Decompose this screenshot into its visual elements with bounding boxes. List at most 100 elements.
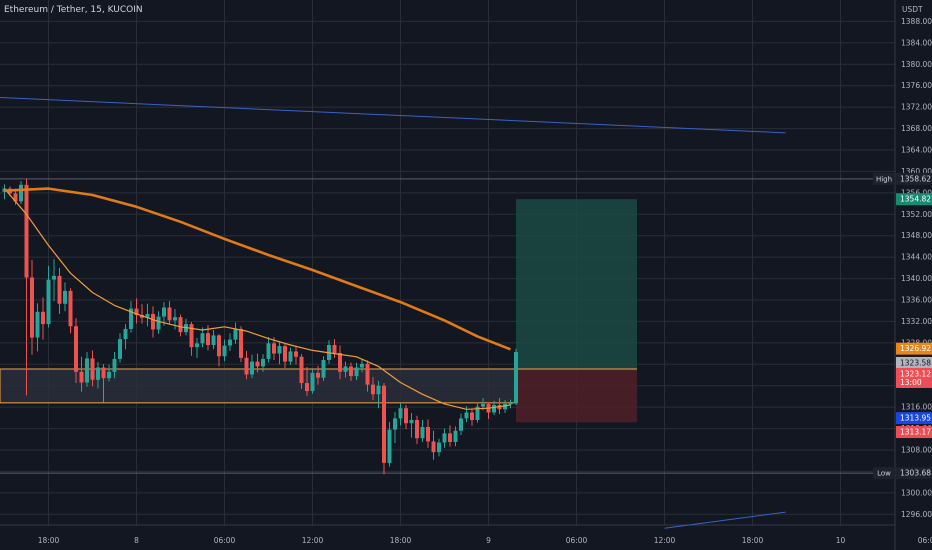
level-tag-label-bg (873, 467, 895, 480)
y-tick-label: 1364.00 (901, 146, 932, 155)
candle-body (283, 346, 287, 362)
candle-body (453, 430, 458, 442)
level-tag-price: 1358.62 (900, 174, 931, 183)
candle-body (387, 429, 392, 463)
candle-body (228, 339, 232, 346)
candle-body (178, 317, 183, 333)
candle-body (508, 403, 513, 405)
y-tick-label: 1384.00 (901, 38, 932, 47)
x-tick-label: 9 (486, 536, 491, 545)
candle-body (233, 328, 238, 340)
y-tick-label: 1380.00 (901, 60, 932, 69)
candle-body (338, 353, 342, 372)
price-tag-bg (896, 426, 932, 439)
candle-body (244, 357, 249, 375)
candle-body (129, 308, 133, 329)
candle-body (68, 290, 73, 327)
candle-body (41, 311, 45, 325)
candle-body (206, 333, 210, 345)
candle-body (24, 184, 29, 278)
candle-body (272, 343, 276, 354)
y-tick-label: 1316.00 (901, 403, 932, 412)
price-tag-bg (896, 367, 932, 388)
candle-body (211, 335, 216, 345)
price-tag-countdown: 13:00 (900, 378, 922, 387)
level-tag-price-bg (896, 467, 932, 480)
ema-short-line (4, 188, 511, 410)
candle-body (145, 313, 150, 318)
candle-body (514, 351, 518, 404)
x-tick-label: 18:00 (390, 536, 412, 545)
candle-body (96, 367, 100, 380)
level-tag-price: 1303.68 (900, 469, 931, 478)
candle-body (79, 371, 84, 383)
x-tick-label: 06:00 (566, 536, 588, 545)
y-tick-label: 1308.00 (901, 446, 932, 455)
candle-body (200, 333, 205, 344)
y-tick-label: 1336.00 (901, 296, 932, 305)
x-tick-label: 18:00 (38, 536, 60, 545)
candle-body (442, 433, 447, 443)
ema-long-line (4, 187, 511, 351)
y-tick-label: 1368.00 (901, 124, 932, 133)
candle-body (63, 290, 67, 304)
candle-body (459, 418, 463, 431)
trendline (664, 511, 786, 529)
y-tick-label: 1388.00 (901, 17, 932, 26)
candle-body (46, 279, 51, 325)
x-tick-label: 8 (134, 536, 139, 545)
candle-body (371, 384, 375, 395)
symbol-title: Ethereum / Tether, 15, KUCOIN (4, 5, 143, 15)
candle-body (107, 371, 111, 379)
candle-body (316, 372, 320, 378)
candle-body (310, 372, 315, 392)
candle-body (277, 346, 282, 354)
y-tick-label: 1360.00 (901, 167, 932, 176)
candle-body (470, 412, 474, 420)
candle-body (19, 184, 23, 202)
profit-target-zone (516, 199, 637, 369)
y-tick-label: 1344.00 (901, 253, 932, 262)
candle-body (415, 420, 419, 439)
level-tag-price-bg (896, 172, 932, 185)
candle-body (288, 351, 293, 362)
x-tick-label: 12:00 (302, 536, 324, 545)
x-tick-label: 06:00 (918, 536, 932, 545)
price-tag-value: 1323.12 (900, 369, 931, 378)
x-tick-label: 10 (836, 536, 846, 545)
candle-body (420, 426, 425, 439)
candle-body (195, 343, 199, 348)
candle-body (255, 361, 260, 367)
support-zone (0, 368, 517, 404)
price-tag-value: 1354.82 (900, 195, 931, 204)
candle-body (101, 367, 106, 379)
x-tick-label: 06:00 (214, 536, 236, 545)
candle-body (343, 366, 348, 372)
candle-body (85, 358, 89, 383)
candle-body (222, 345, 227, 357)
trendline (0, 97, 786, 134)
y-tick-label: 1372.00 (901, 103, 932, 112)
candle-body (217, 335, 221, 357)
price-tag-bg (896, 342, 932, 355)
candle-body (398, 408, 403, 419)
candle-body (294, 351, 298, 357)
price-tag-value: 1323.58 (900, 358, 931, 367)
candle-body (30, 277, 34, 338)
candle-body (299, 356, 304, 384)
candle-body (118, 339, 122, 359)
y-tick-label: 1352.00 (901, 210, 932, 219)
candle-body (134, 308, 139, 315)
candle-body (90, 358, 95, 380)
candle-body (189, 324, 194, 348)
y-tick-label: 1356.00 (901, 188, 932, 197)
candle-body (261, 358, 265, 367)
candle-body (437, 442, 441, 453)
y-tick-label: 1348.00 (901, 231, 932, 240)
candle-body (404, 408, 408, 424)
x-tick-label: 12:00 (654, 536, 676, 545)
candle-body (464, 412, 469, 419)
